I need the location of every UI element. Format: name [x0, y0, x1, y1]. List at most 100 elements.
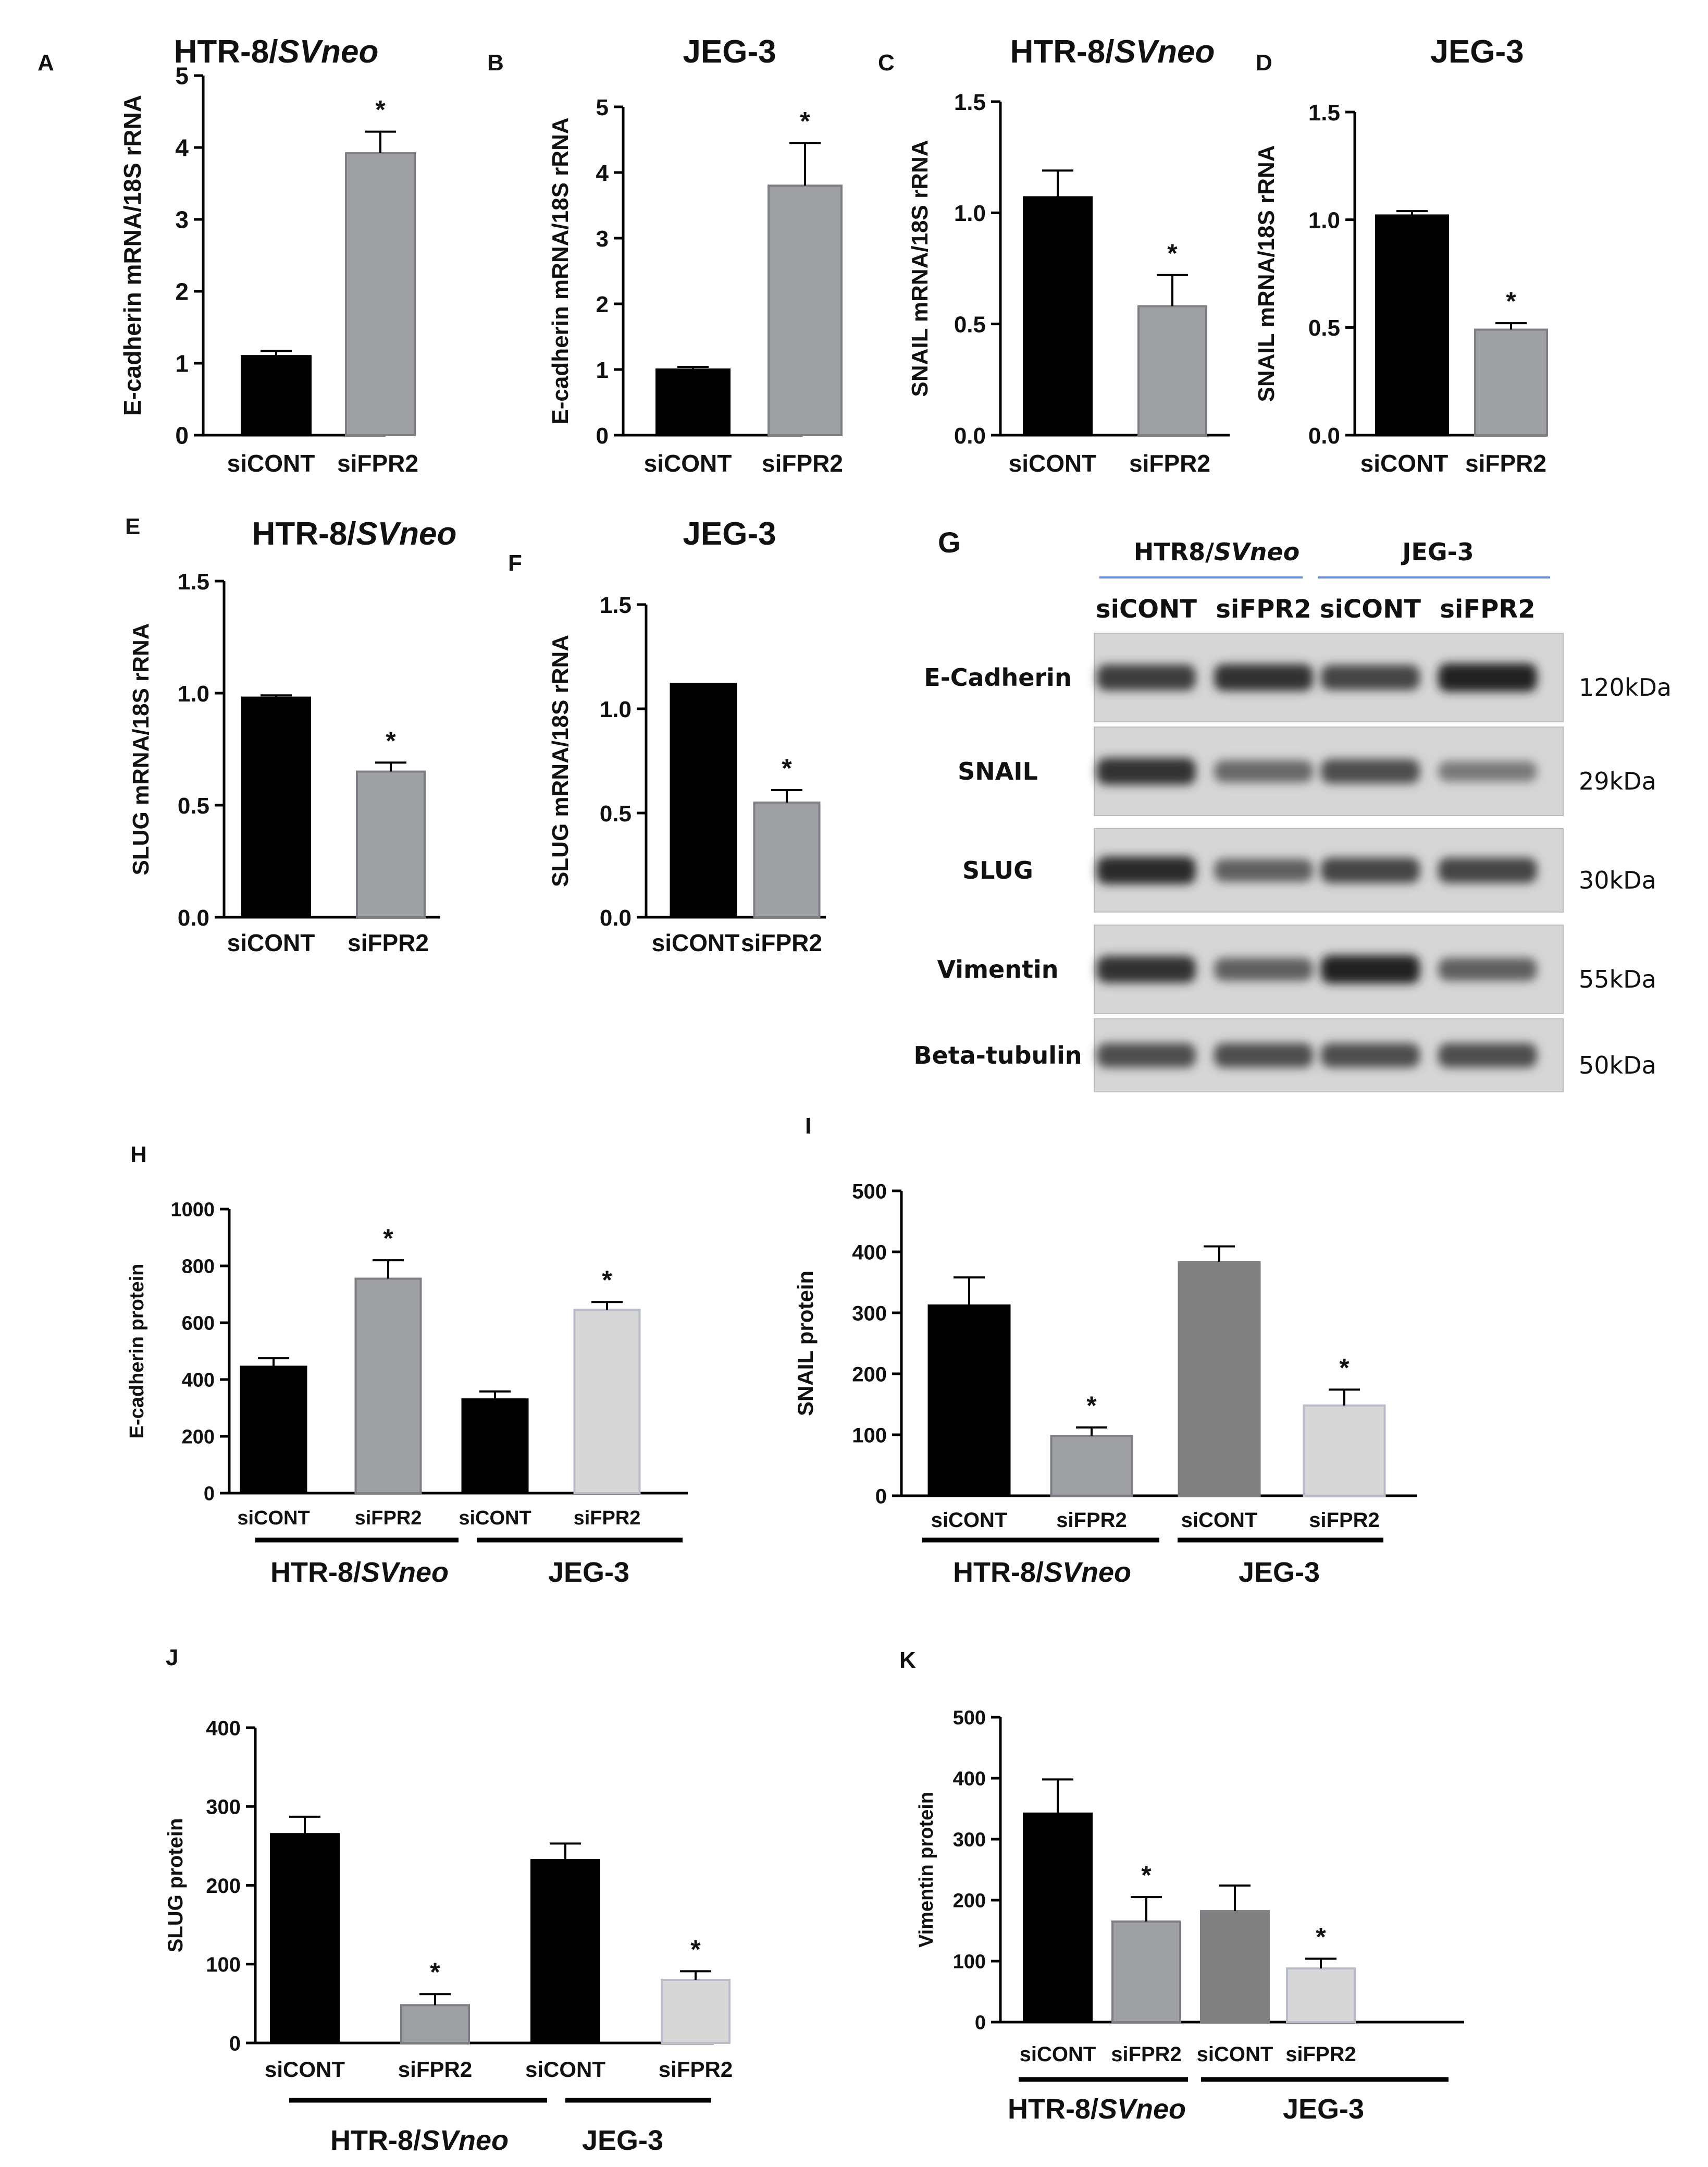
blot-kda-label: 50kDa: [1579, 1051, 1656, 1079]
blot-lane-label: siFPR2: [1440, 595, 1535, 624]
y-tick-label: 1.0: [178, 681, 209, 707]
bar-sicont: [655, 368, 731, 436]
chart-title: JEG-3: [683, 516, 776, 552]
significance-star: *: [782, 754, 792, 783]
y-tick-label: 2: [596, 292, 609, 317]
y-axis-label: E-cadherin protein: [126, 1264, 148, 1439]
x-category-label: siCONT: [227, 929, 315, 956]
panel-letter: K: [899, 1647, 916, 1673]
group-label-plain: JEG-3: [1283, 2094, 1364, 2125]
x-category-label: siCONT: [1360, 450, 1449, 477]
y-tick-label: 0.5: [954, 312, 986, 338]
y-tick-label: 0: [875, 1485, 887, 1508]
blot-band: [1214, 760, 1313, 783]
significance-star: *: [690, 1935, 701, 1964]
y-tick-label: 1.5: [1308, 100, 1340, 126]
bar-sifpr2: [768, 184, 843, 436]
blot-row-label: Beta-tubulin: [913, 1041, 1082, 1069]
significance-star: *: [1339, 1353, 1350, 1382]
blot-band: [1214, 859, 1313, 882]
bar-sicont: [241, 696, 311, 918]
y-tick-label: 300: [206, 1796, 241, 1819]
y-tick-label: 400: [953, 1768, 986, 1790]
chart-title-plain: HTR-8/: [252, 516, 356, 552]
blot-band: [1097, 1043, 1196, 1068]
chart-title: HTR-8/SVneo: [252, 516, 457, 552]
bar-sifpr2: [354, 1277, 422, 1494]
chart-title: JEG-3: [683, 34, 776, 70]
y-tick-label: 400: [182, 1370, 215, 1392]
x-category-label: siCONT: [1181, 1509, 1258, 1532]
y-tick-label: 5: [175, 63, 189, 90]
blot-group-label: HTR8/SVneo: [1134, 538, 1299, 566]
bar-sifpr2: [1137, 305, 1207, 436]
blot-row-label: E-Cadherin: [924, 663, 1071, 692]
blot-group-label-plain: JEG-3: [1401, 538, 1474, 566]
panel-letter: B: [487, 50, 504, 76]
y-tick-label: 1: [175, 350, 189, 377]
panel-letter: G: [938, 526, 961, 559]
bar-sifpr2: [1303, 1404, 1386, 1497]
y-axis-label: SLUG mRNA/18S rRNA: [548, 635, 573, 887]
x-category-label: siFPR2: [1309, 1509, 1380, 1532]
x-category-label: siFPR2: [762, 450, 843, 477]
x-category-label: siFPR2: [1111, 2043, 1182, 2066]
y-tick-label: 4: [175, 134, 189, 162]
group-label: HTR-8/SVneo: [330, 2125, 509, 2156]
panel-b: B JEG-3 0 1 2 3 4 5 E-cadherin mRNA/18S rRNA siCO…: [487, 34, 843, 477]
y-tick-label: 5: [596, 95, 609, 120]
blot-band: [1321, 1043, 1420, 1068]
y-tick-label: 300: [852, 1302, 887, 1325]
chart-title: HTR-8/SVneo: [174, 34, 379, 70]
blot-band: [1214, 1043, 1313, 1068]
bar-sifpr2: [753, 802, 821, 918]
group-label-plain: JEG-3: [1239, 1557, 1320, 1588]
y-tick-label: 0.5: [178, 793, 209, 819]
significance-star: *: [383, 1224, 393, 1253]
group-label: JEG-3: [1239, 1557, 1320, 1588]
bar-sicont: [927, 1304, 1011, 1497]
blot-band: [1214, 664, 1313, 691]
chart-title: HTR-8/SVneo: [1010, 34, 1215, 70]
blot-band: [1321, 955, 1420, 984]
bar-sicont: [1023, 1812, 1093, 2024]
y-tick-label: 2: [175, 278, 189, 305]
panel-letter: J: [166, 1645, 178, 1670]
y-tick-label: 0: [204, 1483, 215, 1505]
panel-d: D JEG-3 0.0 0.5 1.0 1.5 SNAIL mRNA/18S rRNA siC…: [1254, 34, 1548, 477]
y-axis-label: SLUG mRNA/18S rRNA: [128, 623, 154, 875]
blot-row-label: SNAIL: [958, 757, 1038, 785]
significance-star: *: [430, 1957, 440, 1987]
x-category-label: siFPR2: [659, 2057, 733, 2082]
y-tick-label: 1000: [170, 1199, 215, 1221]
group-label-plain: HTR-8/: [1008, 2094, 1098, 2125]
blot-band: [1321, 759, 1420, 784]
x-category-label: siCONT: [459, 1507, 531, 1529]
bar-sicont: [270, 1833, 340, 2044]
chart-title-plain: HTR-8/: [174, 34, 278, 70]
group-label-italic: SVneo: [421, 2125, 509, 2156]
y-tick-label: 4: [596, 161, 609, 186]
x-category-label: siCONT: [1020, 2043, 1096, 2066]
blot-lane-label: siCONT: [1320, 595, 1421, 624]
bar-sifpr2: [573, 1309, 641, 1495]
blot-kda-label: 29kDa: [1579, 767, 1656, 795]
y-tick-label: 0.5: [600, 801, 632, 827]
blot-kda-label: 30kDa: [1579, 866, 1656, 894]
y-tick-label: 600: [182, 1313, 215, 1335]
group-label: HTR-8/SVneo: [953, 1557, 1131, 1588]
panel-c: C HTR-8/SVneo 0.0 0.5 1.0 1.5 SNAIL mRNA/18S r…: [878, 34, 1230, 477]
bar-sifpr2: [1111, 1920, 1181, 2023]
bar-sicont: [240, 1365, 307, 1495]
significance-star: *: [1167, 239, 1178, 268]
bar-sicont: [1200, 1910, 1270, 2024]
y-axis-label: SNAIL protein: [793, 1271, 818, 1416]
y-tick-label: 100: [852, 1424, 887, 1447]
x-category-label: siFPR2: [337, 450, 418, 477]
bar-sicont: [461, 1398, 529, 1494]
panel-h: H 0 200 400 600 800 1000 E-cadherin protein siCO…: [126, 1142, 688, 1588]
blot-kda-label: 55kDa: [1579, 965, 1656, 993]
panel-letter: D: [1256, 50, 1272, 76]
blot-band: [1097, 664, 1196, 691]
